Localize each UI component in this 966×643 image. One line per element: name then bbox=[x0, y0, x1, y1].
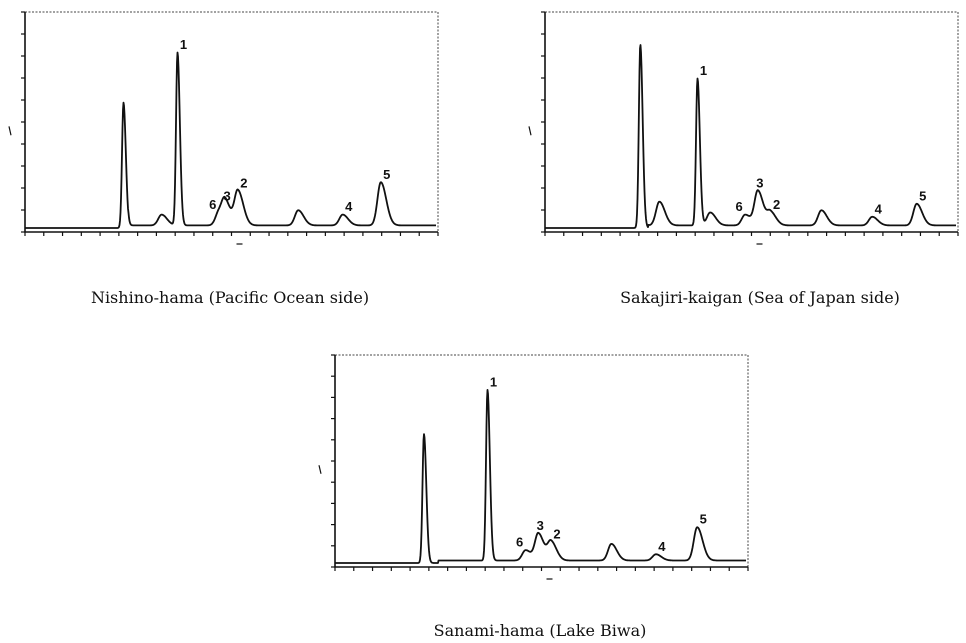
chromatogram-plot-sakajiri-kaigan: 1 632 4 5 bbox=[528, 11, 959, 245]
chromatogram-plot-nishino-hama: 1 632 4 5 bbox=[8, 11, 439, 245]
plot-axes bbox=[544, 12, 958, 233]
chromatogram-trace bbox=[24, 51, 437, 229]
y-axis-mark bbox=[318, 465, 322, 474]
plot-axes bbox=[24, 12, 438, 233]
peak-label-1: 1 bbox=[490, 374, 497, 389]
chromatogram-plot-sanami-hama: 1 632 4 5 bbox=[318, 354, 749, 580]
peak-label-6: 6 bbox=[209, 197, 216, 212]
chart-caption-sanami-hama: Sanami-hama (Lake Biwa) bbox=[433, 621, 647, 640]
peak-label-2: 2 bbox=[553, 526, 560, 541]
peak-label-2: 2 bbox=[773, 197, 780, 212]
peak-label-6: 6 bbox=[735, 199, 742, 214]
peak-label-1: 1 bbox=[700, 63, 707, 78]
peak-label-5: 5 bbox=[700, 512, 707, 527]
peak-label-4: 4 bbox=[345, 199, 353, 214]
peak-label-3: 3 bbox=[223, 188, 230, 203]
chart-caption-nishino-hama: Nishino-hama (Pacific Ocean side) bbox=[90, 288, 370, 307]
peak-label-6: 6 bbox=[516, 535, 523, 550]
y-axis-mark bbox=[528, 126, 532, 136]
y-axis-mark bbox=[8, 126, 12, 136]
peak-label-3: 3 bbox=[756, 175, 763, 190]
chromatogram-trace bbox=[334, 389, 747, 564]
peak-label-1: 1 bbox=[180, 37, 187, 52]
plot-frame bbox=[25, 11, 439, 232]
chart-caption-sakajiri-kaigan: Sakajiri-kaigan (Sea of Japan side) bbox=[620, 288, 900, 307]
peak-label-5: 5 bbox=[383, 167, 390, 182]
plot-frame bbox=[545, 11, 959, 232]
peak-label-2: 2 bbox=[240, 175, 247, 190]
plot-frame bbox=[335, 354, 749, 567]
chromatogram-trace bbox=[544, 44, 957, 229]
peak-label-3: 3 bbox=[537, 518, 544, 533]
peak-label-4: 4 bbox=[658, 539, 666, 554]
peak-label-4: 4 bbox=[875, 201, 883, 216]
peak-label-5: 5 bbox=[919, 188, 926, 203]
